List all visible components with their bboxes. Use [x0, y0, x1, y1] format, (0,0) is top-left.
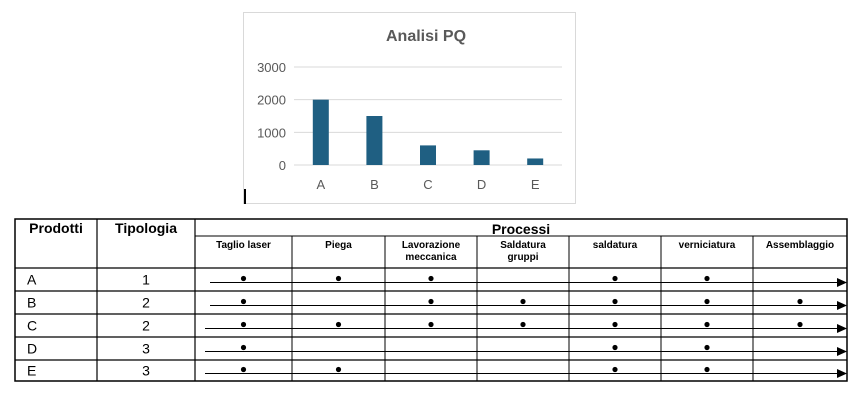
header-tipologia: Tipologia [115, 220, 177, 236]
bar-D [473, 150, 490, 165]
process-dot [612, 366, 618, 373]
header-processi: Processi [492, 221, 550, 237]
y-tick-label: 0 [279, 158, 286, 173]
product-cell: A [27, 272, 37, 288]
process-dot [704, 298, 710, 305]
process-header: gruppi [507, 252, 538, 263]
header-prodotti: Prodotti [29, 220, 83, 236]
flow-arrowhead [837, 301, 847, 310]
y-tick-label: 1000 [257, 125, 286, 140]
process-dot [240, 275, 247, 282]
flow-arrowhead [837, 278, 847, 287]
process-header: meccanica [405, 252, 457, 263]
x-tick-label: B [370, 177, 379, 192]
process-header: saldatura [593, 240, 638, 251]
process-dot [520, 321, 526, 328]
chart-title: Analisi PQ [386, 28, 466, 45]
process-dot [704, 321, 710, 328]
process-header: Saldatura [500, 240, 546, 251]
x-tick-label: E [531, 177, 540, 192]
process-dot [428, 298, 434, 305]
process-header: Assemblaggio [766, 240, 834, 251]
process-dot [704, 344, 710, 351]
bar-A [312, 99, 329, 165]
process-dot [797, 298, 803, 305]
product-cell: B [27, 295, 36, 311]
process-dot [612, 321, 618, 328]
process-dot [704, 366, 710, 373]
process-dot [612, 275, 618, 282]
process-dot [797, 321, 803, 328]
y-tick-label: 2000 [257, 93, 286, 108]
flow-arrowhead [837, 347, 847, 356]
bar-E [527, 158, 544, 165]
process-header: verniciatura [679, 240, 736, 251]
process-dot [612, 344, 618, 351]
tipologia-cell: 3 [142, 363, 150, 379]
process-dot [240, 366, 247, 373]
process-dot [335, 275, 342, 282]
table-border [14, 218, 848, 382]
tipologia-cell: 2 [142, 295, 150, 311]
tipologia-cell: 3 [142, 341, 150, 357]
pq-bar-chart: Analisi PQ 0 1000 2000 3000 A B C D E [257, 28, 562, 192]
product-cell: E [27, 363, 36, 379]
x-tick-label: D [477, 177, 486, 192]
process-dot [428, 275, 434, 282]
process-dot [335, 366, 342, 373]
tipologia-cell: 1 [142, 272, 150, 288]
flow-arrowhead [837, 369, 847, 378]
product-cell: C [27, 318, 37, 334]
process-dot [240, 321, 247, 328]
process-dot [240, 344, 247, 351]
bar-B [366, 116, 383, 165]
tipologia-cell: 2 [142, 318, 150, 334]
y-tick-label: 3000 [257, 60, 286, 75]
process-header: Piega [325, 240, 352, 251]
process-dot [335, 321, 342, 328]
text-cursor [244, 189, 246, 204]
process-header: Lavorazione [402, 240, 461, 251]
process-header: Taglio laser [216, 240, 271, 251]
process-dot [612, 298, 618, 305]
process-dot [240, 298, 247, 305]
process-dot [704, 275, 710, 282]
x-tick-label: A [316, 177, 325, 192]
bar-C [420, 145, 436, 165]
process-dot [428, 321, 434, 328]
chart-area: Analisi PQ 0 1000 2000 3000 A B C D E [243, 12, 576, 204]
process-dot [520, 298, 526, 305]
product-cell: D [27, 341, 37, 357]
x-tick-label: C [423, 177, 432, 192]
flow-arrowhead [837, 324, 847, 333]
